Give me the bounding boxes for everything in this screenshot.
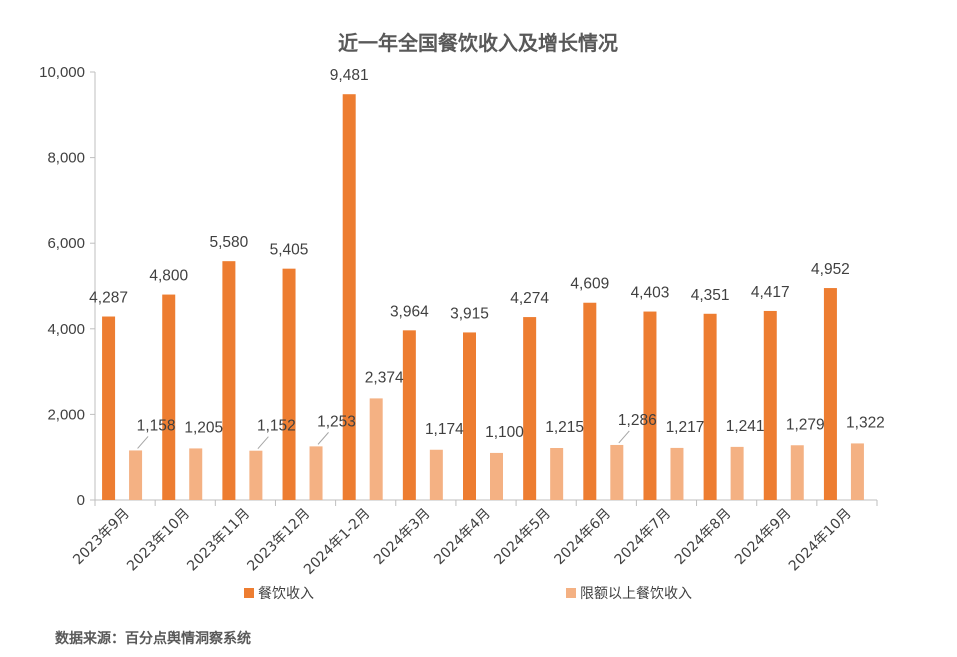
x-tick-label: 2023年10月: [124, 506, 193, 575]
data-label-dining-revenue: 4,952: [811, 261, 850, 278]
bar-above-quota-revenue: [670, 447, 684, 500]
bar-dining-revenue: [583, 302, 597, 500]
bar-dining-revenue: [342, 94, 356, 501]
legend-swatch: [566, 588, 576, 598]
x-tick-label: 2024年4月: [431, 506, 494, 569]
y-tick-label: 8,000: [47, 150, 85, 167]
leader-line: [618, 430, 630, 444]
legend-label: 限额以上餐饮收入: [580, 586, 692, 602]
bar-above-quota-revenue: [730, 446, 744, 500]
y-tick-label: 0: [77, 492, 85, 509]
source-note: 数据来源：百分点舆情洞察系统: [55, 630, 251, 647]
data-label-dining-revenue: 9,481: [330, 67, 369, 84]
bar-above-quota-revenue: [790, 445, 804, 500]
x-tick-label: 2024年8月: [672, 506, 735, 569]
bar-above-quota-revenue: [189, 448, 203, 500]
bar-dining-revenue: [463, 332, 476, 500]
bar-above-quota-revenue: [309, 446, 323, 500]
x-tick-label: 2024年5月: [491, 506, 554, 569]
y-tick-label: 6,000: [47, 235, 85, 252]
bar-dining-revenue: [523, 317, 537, 500]
data-label-above-quota-revenue: 1,217: [666, 419, 705, 436]
bar-dining-revenue: [282, 268, 296, 500]
data-label-dining-revenue: 4,609: [570, 276, 609, 293]
data-label-dining-revenue: 4,274: [510, 290, 549, 307]
data-label-above-quota-revenue: 1,253: [317, 413, 356, 430]
x-tick-label: 2024年7月: [612, 506, 675, 569]
data-label-above-quota-revenue: 1,241: [726, 418, 765, 435]
bar-above-quota-revenue: [249, 450, 263, 500]
bar-dining-revenue: [823, 288, 837, 500]
y-axis: 0 2,000 4,000 6,000 8,000 10,000: [39, 64, 96, 509]
x-tick-label: 2024年6月: [552, 506, 615, 569]
data-label-above-quota-revenue: 1,174: [425, 421, 464, 438]
bar-dining-revenue: [703, 313, 717, 500]
x-tick-label: 2023年11月: [184, 506, 253, 575]
data-label-dining-revenue: 3,964: [390, 303, 429, 320]
x-tick-label: 2024年3月: [371, 506, 434, 569]
leader-line: [137, 436, 149, 449]
data-label-dining-revenue: 4,287: [89, 290, 128, 307]
data-label-above-quota-revenue: 1,152: [257, 418, 296, 435]
data-labels-group: 4,287 1,158 4,800 1,205 5,580 1,152 5,405 1,253…: [89, 67, 885, 450]
data-label-above-quota-revenue: 1,322: [846, 414, 885, 431]
bar-above-quota-revenue: [850, 443, 864, 500]
data-label-above-quota-revenue: 1,205: [184, 419, 223, 436]
bar-above-quota-revenue: [610, 444, 624, 500]
x-tick-label: 2024年10月: [786, 506, 855, 575]
data-label-dining-revenue: 4,403: [631, 285, 670, 302]
legend: 餐饮收入 限额以上餐饮收入: [244, 586, 692, 602]
data-label-above-quota-revenue: 1,215: [545, 419, 584, 436]
bar-dining-revenue: [402, 330, 416, 500]
bar-dining-revenue: [643, 311, 657, 500]
data-label-above-quota-revenue: 1,279: [786, 416, 825, 433]
x-tick-label: 2024年9月: [732, 506, 795, 569]
y-tick-label: 4,000: [47, 321, 85, 338]
data-label-dining-revenue: 4,417: [751, 284, 790, 301]
x-tick-label: 2023年9月: [70, 506, 133, 569]
bar-above-quota-revenue: [550, 447, 564, 500]
data-label-dining-revenue: 3,915: [450, 305, 489, 322]
y-tick-label: 10,000: [39, 64, 85, 81]
leader-line: [317, 432, 329, 445]
bar-dining-revenue: [222, 261, 236, 500]
data-label-dining-revenue: 4,800: [149, 268, 188, 285]
leader-line: [257, 436, 269, 450]
bar-dining-revenue: [102, 316, 116, 500]
bar-above-quota-revenue: [490, 452, 503, 500]
data-label-dining-revenue: 4,351: [691, 287, 730, 304]
legend-label: 餐饮收入: [258, 586, 314, 602]
data-label-above-quota-revenue: 2,374: [365, 369, 404, 386]
bar-above-quota-revenue: [369, 398, 383, 500]
chart-title: 近一年全国餐饮收入及增长情况: [338, 31, 618, 55]
data-label-dining-revenue: 5,580: [209, 234, 248, 251]
bar-above-quota-revenue: [129, 450, 143, 500]
data-label-dining-revenue: 5,405: [270, 242, 309, 259]
data-label-above-quota-revenue: 1,286: [618, 412, 657, 429]
bar-dining-revenue: [162, 294, 176, 500]
data-label-above-quota-revenue: 1,158: [137, 417, 176, 434]
y-tick-label: 2,000: [47, 406, 85, 423]
bar-above-quota-revenue: [429, 449, 443, 500]
data-label-above-quota-revenue: 1,100: [485, 424, 524, 441]
legend-swatch: [244, 588, 254, 598]
x-axis: 2023年9月2023年10月2023年11月2023年12月2024年1-2月…: [70, 499, 878, 578]
bars-group: [102, 94, 864, 501]
bar-dining-revenue: [763, 310, 777, 500]
